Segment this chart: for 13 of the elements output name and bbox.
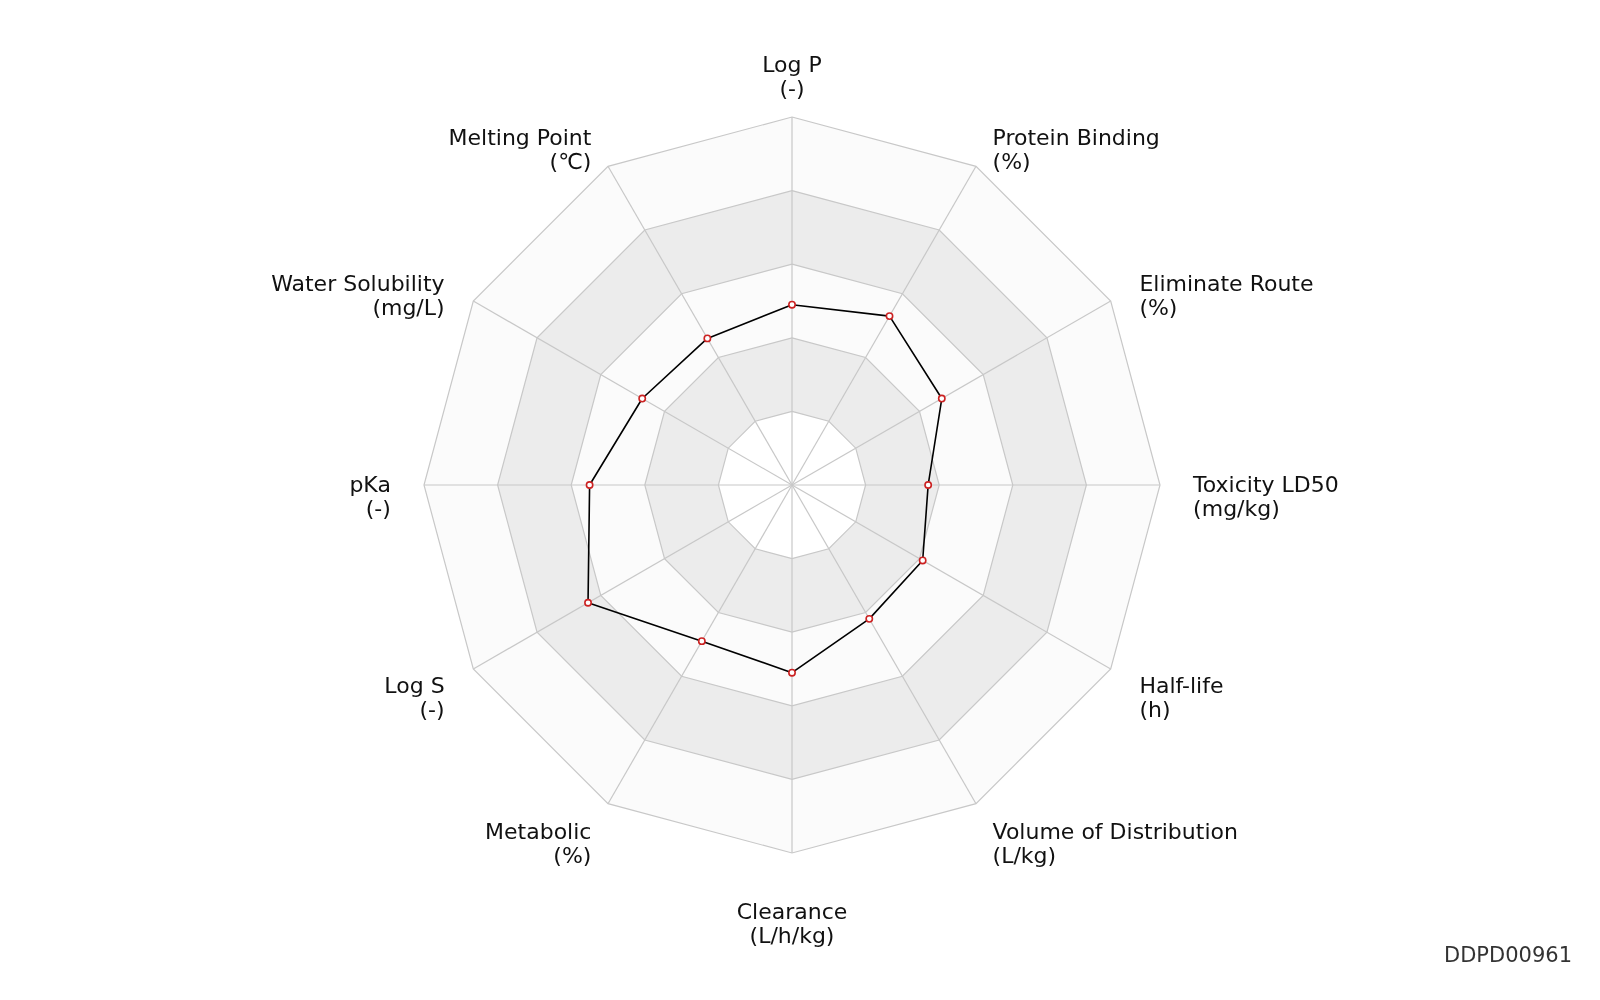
spoke-label: Half-life (h) [1139, 672, 1224, 722]
spoke-label: pKa (-) [349, 472, 391, 521]
text: DDPD00961 [1444, 943, 1572, 967]
spoke-label: Toxicity LD50 (mg/kg) [1192, 472, 1339, 521]
spoke-label: Melting Point (℃) [448, 124, 592, 174]
spoke-label: Eliminate Route (%) [1139, 271, 1314, 321]
spoke-label: Protein Binding (%) [992, 124, 1160, 174]
spoke-label: Log S (-) [384, 672, 445, 722]
spoke-label: Clearance (L/h/kg) [736, 898, 848, 948]
spoke-label: Water Solubility (mg/L) [271, 271, 445, 321]
spoke-label: Log P (-) [762, 52, 822, 102]
spoke-label: Metabolic (%) [485, 819, 592, 869]
spoke-label: Volume of Distribution (L/kg) [992, 819, 1238, 869]
